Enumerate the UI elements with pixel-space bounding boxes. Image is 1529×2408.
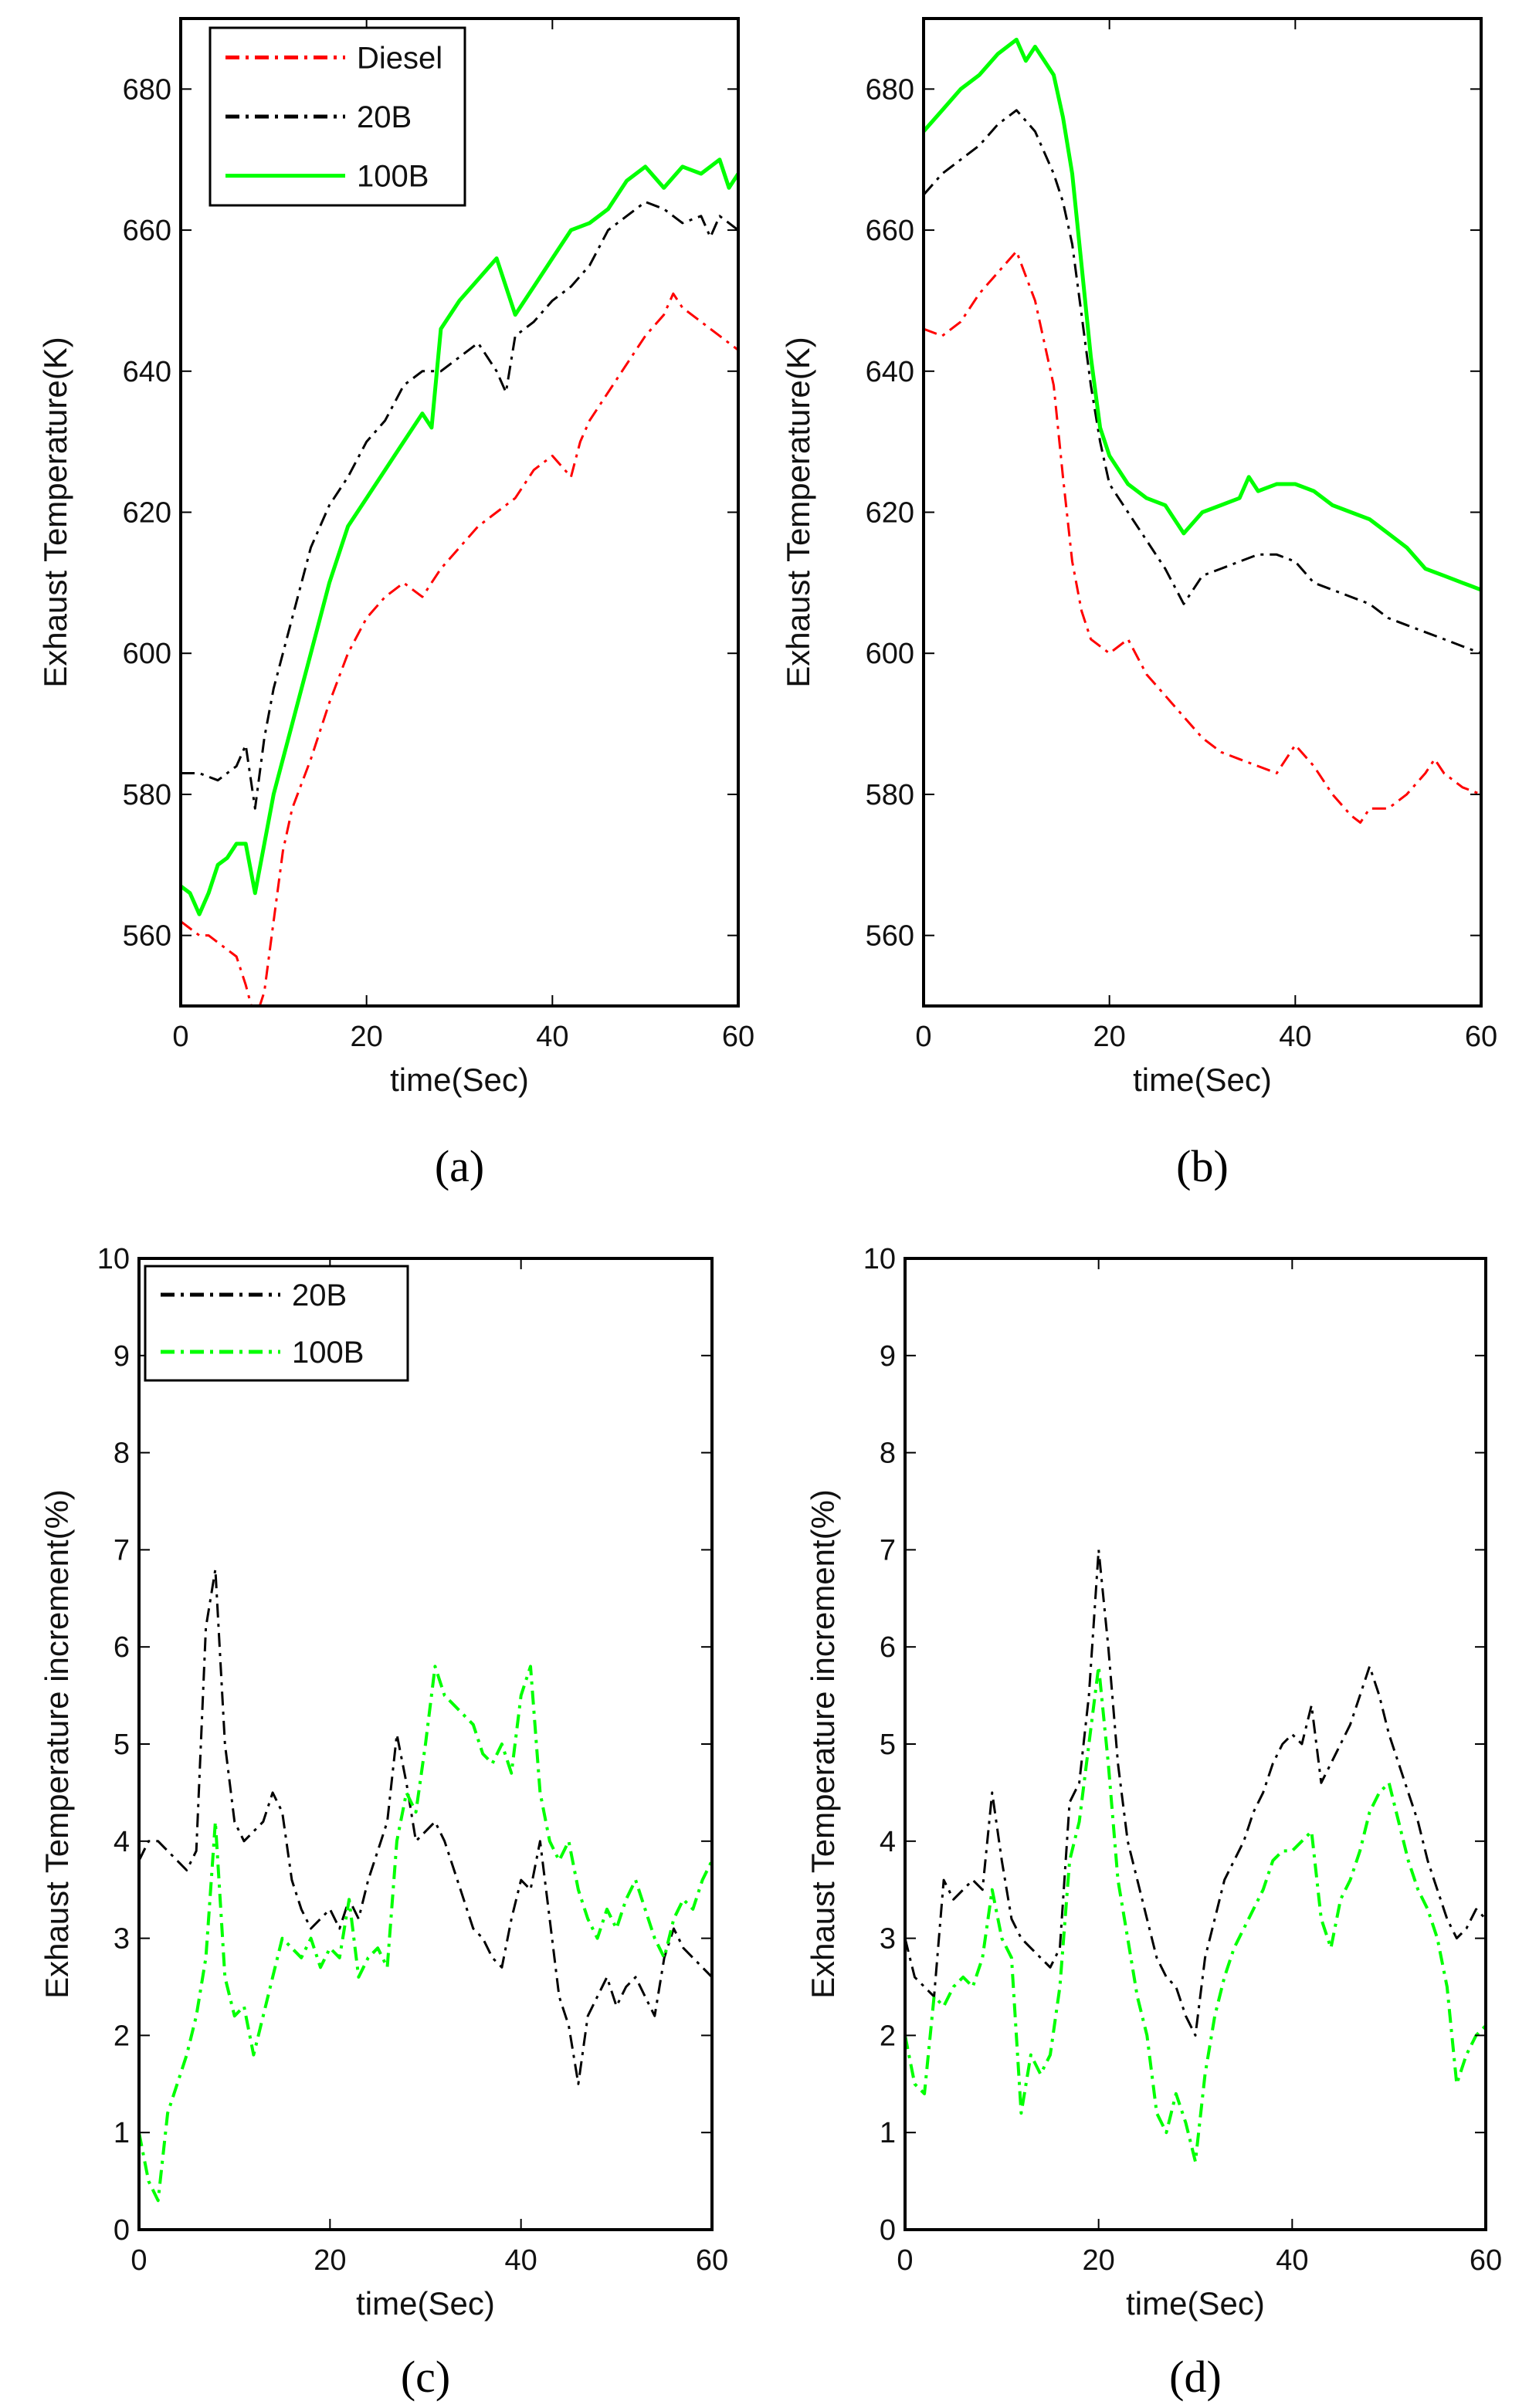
y-tick-label: 620 — [123, 497, 171, 530]
y-tick-label: 600 — [123, 638, 171, 670]
legend-label: 20B — [357, 100, 412, 134]
legend-label: 100B — [292, 1336, 364, 1370]
legend: 20B 100B — [144, 1265, 409, 1382]
y-tick-label: 1 — [114, 2117, 130, 2149]
series-line-20b — [181, 201, 738, 810]
x-tick-label: 40 — [536, 1021, 568, 1053]
y-tick-label: 4 — [880, 1826, 896, 1858]
x-axis-label: time(Sec) — [1126, 2285, 1265, 2322]
series-line-20b — [924, 109, 1481, 655]
y-tick-label: 560 — [866, 920, 914, 953]
y-tick-label: 4 — [114, 1826, 130, 1858]
series-line-20b — [905, 1548, 1486, 2037]
y-tick-label: 0 — [880, 2214, 896, 2247]
y-tick-label: 3 — [880, 1923, 896, 1956]
y-tick-label: 620 — [866, 497, 914, 530]
x-tick-label: 0 — [131, 2244, 147, 2277]
x-tick-label: 0 — [897, 2244, 913, 2277]
y-tick-label: 640 — [123, 356, 171, 388]
chart-panel-3: 0 20 40 60 0 1 2 3 4 5 6 7 8 9 10 time(Sec) Exhaust Temp… — [805, 1243, 1502, 2402]
y-tick-label: 7 — [114, 1534, 130, 1566]
x-tick-label: 60 — [1470, 2244, 1502, 2277]
legend-label: Diesel — [357, 41, 442, 75]
y-tick-label: 2 — [114, 2020, 130, 2052]
x-tick-label: 20 — [351, 1021, 383, 1053]
series-line-diesel — [181, 292, 738, 1006]
x-tick-label: 20 — [1083, 2244, 1115, 2277]
axes-frame — [904, 1257, 1487, 2231]
y-axis-label: Exhaust Temperature(K) — [780, 337, 816, 687]
x-axis-label: time(Sec) — [390, 1062, 529, 1098]
y-tick-label: 580 — [866, 779, 914, 811]
panel-label: (c) — [401, 2352, 450, 2402]
y-tick-label: 9 — [880, 1340, 896, 1373]
y-tick-label: 6 — [880, 1631, 896, 1664]
y-tick-label: 3 — [114, 1923, 130, 1956]
x-axis-label: time(Sec) — [1133, 1062, 1272, 1098]
x-tick-label: 40 — [505, 2244, 537, 2277]
x-tick-label: 20 — [314, 2244, 346, 2277]
legend-box — [144, 1265, 409, 1382]
y-tick-label: 6 — [114, 1631, 130, 1664]
y-tick-label: 660 — [866, 215, 914, 247]
y-tick-label: 7 — [880, 1534, 896, 1566]
y-tick-label: 9 — [114, 1340, 130, 1373]
y-tick-label: 2 — [880, 2020, 896, 2052]
y-axis-label: Exhaust Temperature increment(%) — [805, 1489, 841, 1999]
panel-label: (d) — [1169, 2352, 1222, 2402]
x-tick-label: 0 — [172, 1021, 188, 1053]
series-line-diesel — [924, 250, 1481, 824]
legend-label: 20B — [292, 1279, 347, 1312]
y-tick-label: 5 — [114, 1729, 130, 1761]
y-tick-label: 680 — [866, 73, 914, 106]
legend: Diesel 20B 100B — [208, 26, 466, 207]
x-tick-label: 60 — [696, 2244, 728, 2277]
legend-label: 100B — [357, 160, 429, 194]
x-tick-label: 0 — [915, 1021, 931, 1053]
y-tick-label: 10 — [97, 1243, 130, 1275]
chart-panel-2: 0 20 40 60 0 1 2 3 4 5 6 7 8 9 10 time(Sec) Exhaust Temp… — [39, 1243, 728, 2402]
series-line-100b — [924, 37, 1481, 592]
series-line-100b — [905, 1665, 1486, 2163]
y-tick-label: 8 — [114, 1438, 130, 1470]
x-tick-label: 60 — [1465, 1021, 1497, 1053]
x-tick-label: 40 — [1279, 1021, 1311, 1053]
y-tick-label: 600 — [866, 638, 914, 670]
y-tick-label: 0 — [114, 2214, 130, 2247]
y-tick-label: 560 — [123, 920, 171, 953]
x-axis-label: time(Sec) — [356, 2285, 495, 2322]
y-axis-label: Exhaust Temperature increment(%) — [39, 1489, 75, 1999]
y-tick-label: 5 — [880, 1729, 896, 1761]
y-tick-label: 580 — [123, 779, 171, 811]
y-tick-label: 660 — [123, 215, 171, 247]
series-line-100b — [139, 1665, 712, 2203]
chart-panel-0: 0 20 40 60 560 580 600 620 640 660 680 time(Sec) Exh… — [37, 17, 754, 1191]
x-tick-label: 20 — [1093, 1021, 1126, 1053]
panel-label: (b) — [1176, 1141, 1229, 1191]
series-line-100b — [181, 157, 738, 916]
x-tick-label: 60 — [722, 1021, 754, 1053]
y-tick-label: 10 — [863, 1243, 896, 1275]
panel-label: (a) — [435, 1141, 484, 1191]
y-tick-label: 640 — [866, 356, 914, 388]
y-axis-label: Exhaust Temperature(K) — [37, 337, 73, 687]
y-tick-label: 8 — [880, 1438, 896, 1470]
series-line-20b — [139, 1568, 712, 2085]
x-tick-label: 40 — [1276, 2244, 1308, 2277]
y-tick-label: 680 — [123, 73, 171, 106]
y-tick-label: 1 — [880, 2117, 896, 2149]
chart-panel-1: 0 20 40 60 560 580 600 620 640 660 680 time(Sec) Exh… — [780, 17, 1497, 1191]
